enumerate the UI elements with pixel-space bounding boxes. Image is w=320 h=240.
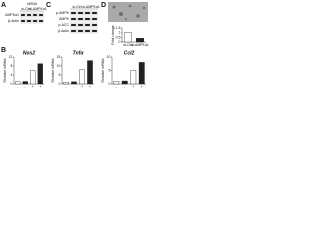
blot-band <box>92 30 97 32</box>
bar <box>15 81 21 85</box>
blot-band <box>71 12 76 14</box>
blot-row-label: p-ACC <box>58 23 69 27</box>
x-tick-label: - <box>25 85 27 89</box>
y-tick-label: 5 <box>109 68 111 72</box>
bar <box>135 38 145 43</box>
y-tick-label: 8 <box>11 64 13 68</box>
chart-title: Ccl2 <box>124 50 135 56</box>
x-tick-label: - <box>17 85 19 89</box>
lane-label: si-AMPKα1 <box>82 5 100 9</box>
x-tick-label: si-AMPKα1 <box>131 43 149 47</box>
lane-label: si-AMPKα1 <box>29 7 47 11</box>
x-tick-label: + <box>32 85 34 89</box>
micrograph-texture <box>112 4 146 20</box>
page: A B C D siRNA si-Ctrl si-AMPKα1 AMPKα1 β-Act… <box>0 0 320 93</box>
blot-band <box>85 12 90 14</box>
panel-label: D <box>101 2 106 9</box>
micrograph <box>108 2 148 22</box>
blot-strip <box>20 12 44 18</box>
y-axis-label: Fold change <box>111 25 115 44</box>
blot-row-label: AMPK <box>59 17 70 21</box>
y-tick-label: 12 <box>9 55 13 59</box>
chart-title: Nos2 <box>23 50 35 56</box>
blot-band <box>78 30 83 32</box>
lane-label: si-Ctrl <box>72 5 81 9</box>
blot-band <box>78 12 83 14</box>
blot-band <box>71 30 76 32</box>
blot-band <box>33 14 37 16</box>
y-axis-label: Relative mRNA <box>51 58 55 83</box>
panel-label: C <box>46 2 51 9</box>
panel-label: A <box>1 2 6 9</box>
blot-band <box>71 18 76 20</box>
y-tick-label: 1 <box>119 31 121 35</box>
bar <box>37 63 43 85</box>
bar <box>138 62 145 85</box>
x-tick-label: - <box>65 85 67 89</box>
blot-row-label: β-Actin <box>58 29 69 33</box>
blot-band <box>21 14 25 16</box>
blot-band <box>92 24 97 26</box>
y-tick-label: 4 <box>11 73 13 77</box>
bar <box>79 69 85 85</box>
y-tick-label: 1.5 <box>116 26 121 30</box>
y-tick-label: 0 <box>109 82 111 86</box>
bar <box>130 70 137 85</box>
blot-strip <box>70 16 98 22</box>
blot-band <box>71 24 76 26</box>
blot-strip <box>70 10 98 16</box>
bar <box>113 81 120 85</box>
blot-band <box>78 24 83 26</box>
x-tick-label: si-Ctrl <box>123 43 132 47</box>
x-tick-label: + <box>132 85 134 89</box>
blot-band <box>92 18 97 20</box>
bar <box>87 60 93 85</box>
lane-label: si-Ctrl <box>21 7 30 11</box>
bar <box>30 70 36 85</box>
bar <box>123 32 133 43</box>
blot-band <box>78 18 83 20</box>
x-tick-label: - <box>116 85 118 89</box>
blot-band <box>39 20 43 22</box>
blot-band <box>27 14 31 16</box>
blot-row-label: AMPKα1 <box>5 13 19 17</box>
blot-strip <box>70 28 98 34</box>
blot-row-label: p-AMPK <box>56 11 70 15</box>
bar <box>22 81 28 85</box>
figure: A B C D siRNAsi-Ctrlsi-AMPKα1AMPKα1β-Act… <box>1 2 149 89</box>
blot-row-label: β-Actin <box>8 19 19 23</box>
y-tick-label: 10 <box>107 55 111 59</box>
y-tick-label: 15 <box>57 55 61 59</box>
chart-title: Tnfα <box>73 50 85 56</box>
y-tick-label: 5 <box>59 73 61 77</box>
blot-header: siRNA <box>27 2 38 6</box>
y-tick-label: 0 <box>11 82 13 86</box>
x-tick-label: + <box>141 85 143 89</box>
blot-band <box>39 14 43 16</box>
blot-band <box>85 18 90 20</box>
blot-band <box>85 24 90 26</box>
y-tick-label: 0.5 <box>116 35 121 39</box>
bar <box>121 80 128 85</box>
blot-band <box>92 12 97 14</box>
y-tick-label: 10 <box>57 64 61 68</box>
blot-band <box>85 30 90 32</box>
x-tick-label: + <box>39 85 41 89</box>
bar <box>71 81 77 85</box>
blot-band <box>27 20 31 22</box>
bar <box>63 82 69 85</box>
y-tick-label: 0 <box>119 40 121 44</box>
blot-band <box>21 20 25 22</box>
blot-band <box>33 20 37 22</box>
blot-strip <box>70 22 98 28</box>
blot-strip <box>20 18 44 24</box>
x-tick-label: + <box>89 85 91 89</box>
y-tick-label: 0 <box>59 82 61 86</box>
x-tick-label: - <box>124 85 126 89</box>
y-axis-label: Relative mRNA <box>101 58 105 83</box>
y-axis-label: Relative mRNA <box>3 58 7 83</box>
x-tick-label: + <box>81 85 83 89</box>
x-tick-label: - <box>73 85 75 89</box>
panel-label: B <box>1 47 6 54</box>
